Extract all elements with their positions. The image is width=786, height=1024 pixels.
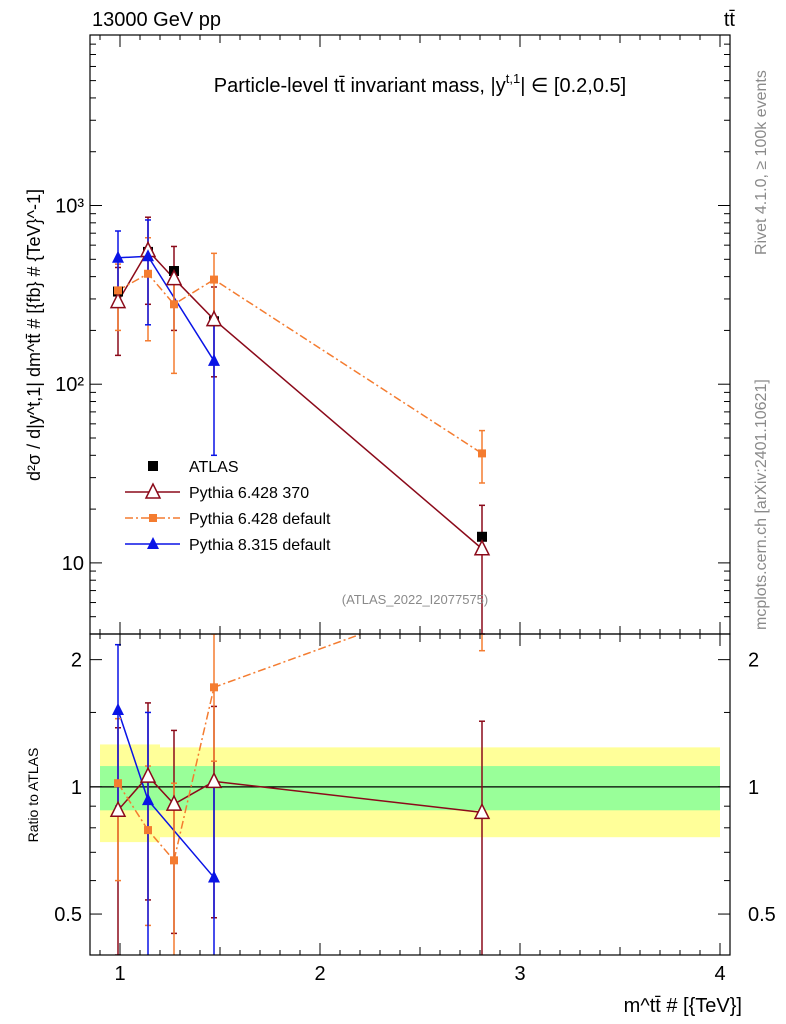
legend: ATLAS Pythia 6.428 370 Pythia 6.428 defaul… <box>125 459 331 554</box>
legend-entry-2: Pythia 6.428 default <box>125 511 331 528</box>
series-1-main-error-4 <box>479 504 485 635</box>
legend-entry-1: Pythia 6.428 370 <box>125 482 309 502</box>
series-1-main-point-0 <box>109 291 127 309</box>
x-axis-label: m^tt̄ # [{TeV}] <box>624 995 742 1017</box>
series-2-main-line <box>117 272 483 455</box>
y-axis-label-main: d²σ / d|y^t,1| dm^tt̄ # [{fb} # {TeV}^-1… <box>24 189 44 481</box>
process-label: tt̄ <box>724 9 736 31</box>
series-3-ratio-error-1 <box>145 711 151 955</box>
legend-label-0: ATLAS <box>189 459 239 476</box>
series-2-ratio-point-0 <box>114 779 122 788</box>
ratio-ytick-label-right-2: 0.5 <box>748 904 776 926</box>
series-1-ratio-error-4 <box>479 720 485 955</box>
series-1-ratio-point-0 <box>109 800 127 818</box>
series-2-ratio-point-3 <box>210 683 218 692</box>
xtick-label-2: 3 <box>514 963 525 985</box>
series-2-main-point-2 <box>170 300 178 309</box>
series-2-ratio-point-1 <box>144 826 152 835</box>
series-1-ratio-point-2 <box>165 794 183 811</box>
series-1-ratio-point-1 <box>139 766 157 783</box>
series-2-ratio-line <box>117 634 364 862</box>
series-3-main-point-1 <box>142 249 154 262</box>
series-2-ratio-point-2 <box>170 856 178 865</box>
series-0-main-point-4 <box>477 531 487 542</box>
ratio-ytick-label-1: 1 <box>71 777 82 799</box>
legend-label-3: Pythia 8.315 default <box>189 537 331 554</box>
series-2-ratio-error-3 <box>211 634 217 762</box>
ratio-panel: 2 2 1 1 0.5 0.5 1 2 3 4 <box>54 633 776 985</box>
series-3-ratio-point-1 <box>142 793 154 806</box>
series-2-ratio-error-4 <box>479 634 485 652</box>
legend-marker-3 <box>147 537 159 549</box>
series-2-main-point-3 <box>210 275 218 284</box>
xtick-label-0: 1 <box>114 963 125 985</box>
series-2-main-point-4 <box>478 449 486 458</box>
mcplots-label: mcplots.cern.ch [arXiv:2401.10621] <box>753 379 770 630</box>
legend-marker-2 <box>149 514 157 522</box>
ratio-frame-border <box>89 633 731 956</box>
series-3-main-error-2 <box>211 318 217 457</box>
series-3-ratio-point-2 <box>208 870 220 883</box>
series-2-main-point-0 <box>114 286 122 295</box>
chart-title: Particle-level tt̄ invariant mass, |yt,1… <box>214 71 626 97</box>
y-axis-label-ratio: Ratio to ATLAS <box>25 748 41 843</box>
xtick-label-1: 2 <box>314 963 325 985</box>
series-2-ratio-error-2 <box>171 782 177 955</box>
main-ytick-label-2: 10 <box>62 553 84 575</box>
main-ytick-label-1: 10² <box>55 374 84 396</box>
series-1-ratio-point-3 <box>205 771 223 789</box>
xtick-label-3: 4 <box>714 963 725 985</box>
ratio-ytick-label-right-0: 2 <box>748 650 759 672</box>
series-2-main-point-1 <box>144 269 152 278</box>
main-panel: 10³ 10² 10 <box>55 34 731 635</box>
series-3-main-point-0 <box>112 250 124 263</box>
ratio-band-inner-0 <box>100 766 130 811</box>
legend-marker-0 <box>148 461 158 471</box>
ratio-ytick-label-2: 0.5 <box>54 904 82 926</box>
analysis-id: (ATLAS_2022_I2077575) <box>342 592 488 607</box>
ratio-ytick-label-right-1: 1 <box>748 777 759 799</box>
rivet-label: Rivet 4.1.0, ≥ 100k events <box>753 70 770 255</box>
legend-entry-3: Pythia 8.315 default <box>125 537 331 554</box>
series-1-ratio-point-4 <box>473 802 491 820</box>
main-ytick-label-0: 10³ <box>55 196 84 218</box>
series-1-main-point-2 <box>165 268 183 286</box>
energy-label: 13000 GeV pp <box>92 9 221 31</box>
legend-label-2: Pythia 6.428 default <box>189 511 331 528</box>
legend-entry-0: ATLAS <box>148 459 239 476</box>
series-1-main-point-4 <box>473 539 491 556</box>
legend-marker-1 <box>144 482 162 499</box>
series-3-ratio-point-0 <box>112 703 124 716</box>
main-frame-border <box>89 34 731 635</box>
series-1-main-point-3 <box>205 309 223 327</box>
series-3-main-point-2 <box>208 353 220 366</box>
series-3-main-line <box>117 255 215 362</box>
ratio-band-inner-4 <box>240 766 720 811</box>
ratio-band-inner-3 <box>190 766 240 811</box>
legend-label-1: Pythia 6.428 370 <box>189 485 309 502</box>
ratio-ytick-label-0: 2 <box>71 650 82 672</box>
